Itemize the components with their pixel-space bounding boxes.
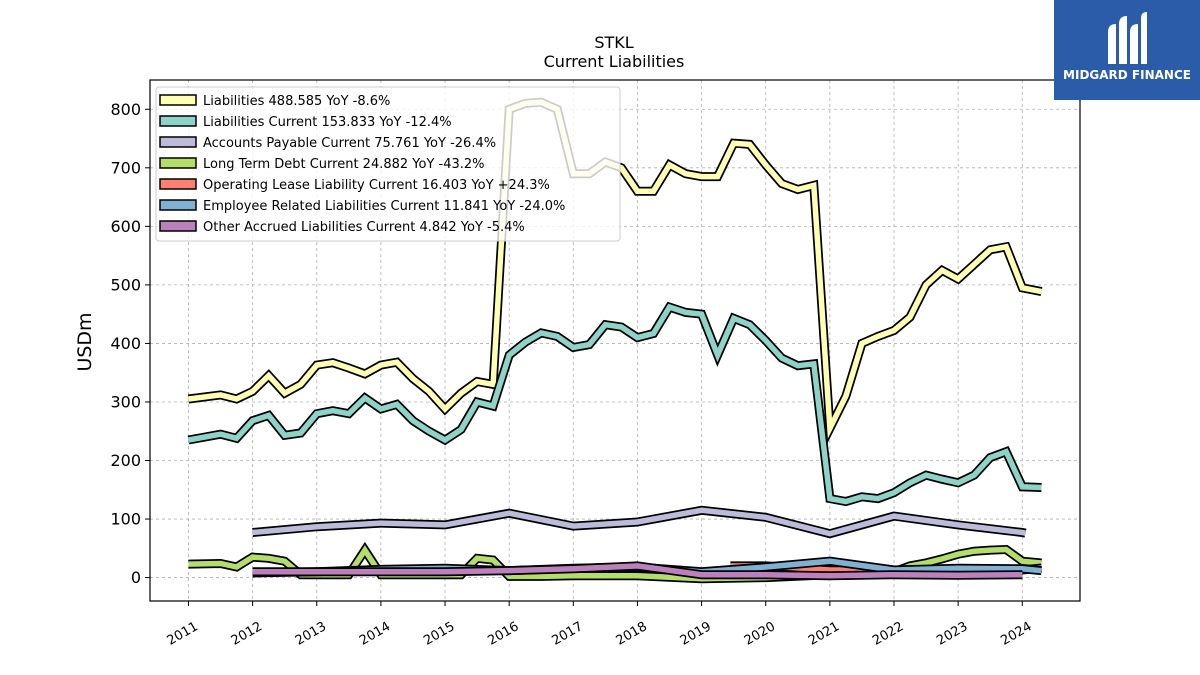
legend-swatch <box>159 178 197 190</box>
x-tick-label: 2021 <box>806 619 842 649</box>
y-tick-label: 400 <box>110 334 141 353</box>
plot-frame <box>149 79 1081 602</box>
logo-text: MIDGARD FINANCE <box>1063 68 1191 82</box>
y-tick-label: 0 <box>131 568 141 587</box>
y-tick-label: 200 <box>110 451 141 470</box>
legend-label: Other Accrued Liabilities Current 4.842 … <box>203 220 525 235</box>
series-7 <box>252 561 1023 581</box>
x-tick-label: 2017 <box>549 619 585 649</box>
series-2 <box>187 301 1042 507</box>
x-tick-label: 2016 <box>485 619 521 649</box>
chart-title: STKL <box>594 33 633 52</box>
y-tick-label: 500 <box>110 275 141 294</box>
series-line <box>252 507 1027 537</box>
x-tick-label: 2014 <box>357 619 393 649</box>
legend-swatch <box>159 115 197 127</box>
x-tick-label: 2022 <box>870 619 906 649</box>
legend-label: Liabilities Current 153.833 YoY -12.4% <box>203 115 452 130</box>
brand-logo: MIDGARD FINANCE <box>1054 0 1200 100</box>
x-tick-label: 2013 <box>293 619 329 649</box>
y-tick-label: 700 <box>110 158 141 177</box>
legend-swatch <box>159 136 197 148</box>
series-1 <box>187 97 1043 446</box>
series-line <box>188 303 1042 505</box>
series-line <box>188 99 1043 439</box>
series-lines <box>187 97 1043 584</box>
y-tick-label: 300 <box>110 392 141 411</box>
legend-label: Long Term Debt Current 24.882 YoY -43.2% <box>203 157 485 172</box>
y-axis-label: USDm <box>74 312 96 371</box>
logo-mark-icon <box>1108 12 1147 64</box>
legend-label: Liabilities 488.585 YoY -8.6% <box>203 94 390 109</box>
legend: Liabilities 488.585 YoY -8.6% Liabilities… <box>155 86 621 242</box>
legend-swatch <box>159 94 197 106</box>
chart-subtitle: Current Liabilities <box>544 52 685 71</box>
x-tick-label: 2011 <box>165 619 201 649</box>
legend-label: Accounts Payable Current 75.761 YoY -26.… <box>203 136 496 151</box>
series-line <box>252 563 1023 579</box>
y-tick-label: 600 <box>110 217 141 236</box>
y-tick-label: 800 <box>110 100 141 119</box>
x-tick-label: 2024 <box>998 619 1034 649</box>
y-tick-label: 100 <box>110 510 141 529</box>
x-tick-label: 2020 <box>742 619 778 649</box>
x-tick-label: 2023 <box>934 619 970 649</box>
y-axis: 0 100 200 300 400 500 600 700 800 <box>110 100 150 587</box>
legend-swatch <box>159 199 197 211</box>
x-axis: 2011 2012 2013 2014 2015 2016 2017 2018 2019 2020… <box>165 601 1035 649</box>
legend-swatch <box>159 220 197 232</box>
x-tick-label: 2012 <box>229 619 265 649</box>
x-tick-label: 2019 <box>678 619 714 649</box>
legend-box <box>155 86 621 242</box>
legend-swatch <box>159 157 197 169</box>
x-tick-label: 2018 <box>614 619 650 649</box>
x-tick-label: 2015 <box>421 619 457 649</box>
series-3 <box>252 505 1027 539</box>
legend-label: Employee Related Liabilities Current 11.… <box>203 199 565 214</box>
legend-label: Operating Lease Liability Current 16.403… <box>203 178 550 193</box>
